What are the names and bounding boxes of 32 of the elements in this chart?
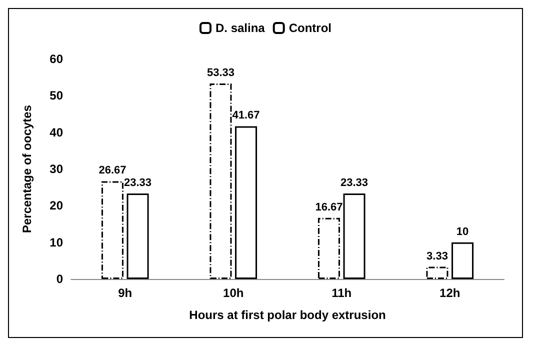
bar [101, 181, 124, 279]
data-label: 23.33 [340, 176, 368, 189]
x-axis-title: Hours at first polar body extrusion [189, 308, 386, 322]
legend-label: Control [288, 21, 332, 35]
y-tick-label: 20 [50, 198, 64, 213]
data-label: 53.33 [206, 66, 234, 79]
y-tick-label: 0 [56, 272, 64, 286]
bar [452, 242, 474, 279]
y-tick-label: 40 [50, 125, 64, 140]
bar [426, 266, 448, 279]
bar [343, 193, 366, 279]
data-label: 41.67 [232, 110, 260, 122]
x-tick-label: 10h [223, 286, 244, 300]
y-tick-label: 30 [50, 162, 64, 176]
bar [235, 126, 258, 279]
y-tick-label: 10 [50, 235, 64, 250]
data-label: 10 [456, 226, 469, 238]
bar [210, 83, 232, 279]
y-tick-label: 60 [50, 52, 64, 66]
data-label: 26.67 [98, 164, 126, 177]
bar [126, 193, 149, 279]
data-label: 3.33 [426, 250, 448, 262]
data-label: 23.33 [124, 176, 152, 189]
y-tick-label: 50 [50, 88, 64, 103]
bar [318, 218, 340, 279]
x-tick-label: 11h [332, 286, 352, 300]
y-axis-title: Percentage of oocytes [20, 104, 34, 234]
data-label: 16.67 [315, 201, 343, 214]
chart-frame: Percentage of oocytes Hours at first polar body extrusion 0 10 20 30 40 50 60 9h 10h 11h 12h 26.67 53.33 16.67 3.33 23.33 41.67 23.33 10 D. salina Control [8, 8, 523, 338]
legend-label: D. salina [215, 21, 266, 35]
x-tick-label: 9h [118, 286, 132, 300]
x-tick-label: 12h [440, 286, 460, 300]
